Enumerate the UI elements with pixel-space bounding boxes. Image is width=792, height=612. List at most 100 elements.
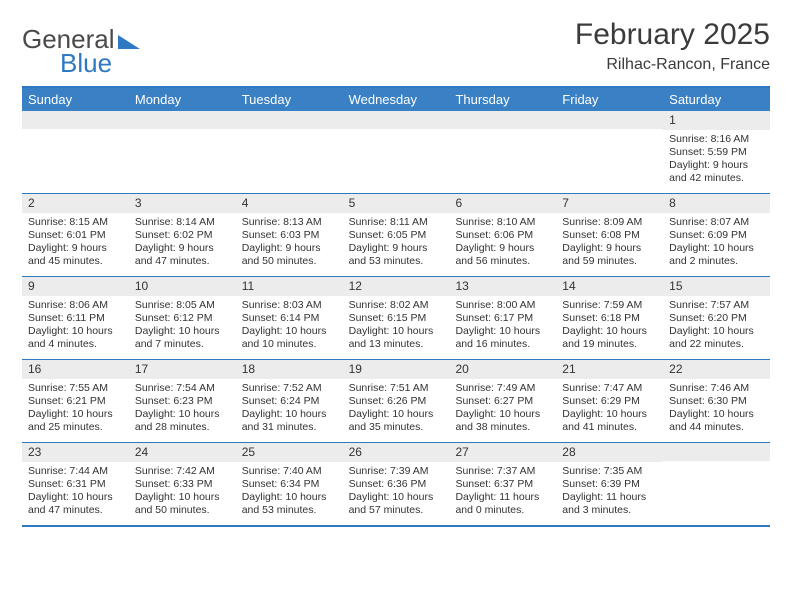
daylight-text: Daylight: 10 hours and 7 minutes. bbox=[135, 325, 230, 351]
sunset-text: Sunset: 6:02 PM bbox=[135, 229, 230, 242]
day-cell: 21Sunrise: 7:47 AMSunset: 6:29 PMDayligh… bbox=[556, 360, 663, 442]
sunset-text: Sunset: 6:29 PM bbox=[562, 395, 657, 408]
header: General February 2025 Rilhac-Rancon, Fra… bbox=[22, 18, 770, 74]
day-number bbox=[343, 111, 450, 129]
daylight-text: Daylight: 11 hours and 3 minutes. bbox=[562, 491, 657, 517]
day-body: Sunrise: 7:52 AMSunset: 6:24 PMDaylight:… bbox=[236, 379, 343, 439]
day-body: Sunrise: 8:16 AMSunset: 5:59 PMDaylight:… bbox=[663, 130, 770, 190]
day-body: Sunrise: 8:03 AMSunset: 6:14 PMDaylight:… bbox=[236, 296, 343, 356]
daylight-text: Daylight: 10 hours and 41 minutes. bbox=[562, 408, 657, 434]
day-number: 18 bbox=[236, 360, 343, 379]
day-cell: 9Sunrise: 8:06 AMSunset: 6:11 PMDaylight… bbox=[22, 277, 129, 359]
sunset-text: Sunset: 6:05 PM bbox=[349, 229, 444, 242]
day-cell: 7Sunrise: 8:09 AMSunset: 6:08 PMDaylight… bbox=[556, 194, 663, 276]
day-cell: 22Sunrise: 7:46 AMSunset: 6:30 PMDayligh… bbox=[663, 360, 770, 442]
day-cell: 11Sunrise: 8:03 AMSunset: 6:14 PMDayligh… bbox=[236, 277, 343, 359]
week-row: 16Sunrise: 7:55 AMSunset: 6:21 PMDayligh… bbox=[22, 360, 770, 443]
day-cell: 16Sunrise: 7:55 AMSunset: 6:21 PMDayligh… bbox=[22, 360, 129, 442]
day-number: 3 bbox=[129, 194, 236, 213]
daylight-text: Daylight: 9 hours and 45 minutes. bbox=[28, 242, 123, 268]
sunrise-text: Sunrise: 7:35 AM bbox=[562, 465, 657, 478]
sunset-text: Sunset: 6:18 PM bbox=[562, 312, 657, 325]
sunset-text: Sunset: 6:26 PM bbox=[349, 395, 444, 408]
day-header: Sunday bbox=[22, 88, 129, 111]
day-cell: 19Sunrise: 7:51 AMSunset: 6:26 PMDayligh… bbox=[343, 360, 450, 442]
day-header: Thursday bbox=[449, 88, 556, 111]
sunset-text: Sunset: 6:09 PM bbox=[669, 229, 764, 242]
day-cell: 25Sunrise: 7:40 AMSunset: 6:34 PMDayligh… bbox=[236, 443, 343, 525]
sunrise-text: Sunrise: 8:16 AM bbox=[669, 133, 764, 146]
day-number: 11 bbox=[236, 277, 343, 296]
day-body: Sunrise: 7:54 AMSunset: 6:23 PMDaylight:… bbox=[129, 379, 236, 439]
day-number bbox=[22, 111, 129, 129]
day-body: Sunrise: 8:02 AMSunset: 6:15 PMDaylight:… bbox=[343, 296, 450, 356]
day-number: 8 bbox=[663, 194, 770, 213]
calendar: SundayMondayTuesdayWednesdayThursdayFrid… bbox=[22, 86, 770, 527]
daylight-text: Daylight: 10 hours and 44 minutes. bbox=[669, 408, 764, 434]
day-header: Saturday bbox=[663, 88, 770, 111]
sunrise-text: Sunrise: 7:51 AM bbox=[349, 382, 444, 395]
sunset-text: Sunset: 6:11 PM bbox=[28, 312, 123, 325]
day-cell: 8Sunrise: 8:07 AMSunset: 6:09 PMDaylight… bbox=[663, 194, 770, 276]
day-cell: 18Sunrise: 7:52 AMSunset: 6:24 PMDayligh… bbox=[236, 360, 343, 442]
day-number: 1 bbox=[663, 111, 770, 130]
sunrise-text: Sunrise: 7:55 AM bbox=[28, 382, 123, 395]
day-header: Friday bbox=[556, 88, 663, 111]
day-number bbox=[556, 111, 663, 129]
day-number: 4 bbox=[236, 194, 343, 213]
day-number: 22 bbox=[663, 360, 770, 379]
sunset-text: Sunset: 6:30 PM bbox=[669, 395, 764, 408]
sunrise-text: Sunrise: 7:57 AM bbox=[669, 299, 764, 312]
sunrise-text: Sunrise: 7:49 AM bbox=[455, 382, 550, 395]
day-number: 10 bbox=[129, 277, 236, 296]
day-cell: 28Sunrise: 7:35 AMSunset: 6:39 PMDayligh… bbox=[556, 443, 663, 525]
day-body: Sunrise: 7:35 AMSunset: 6:39 PMDaylight:… bbox=[556, 462, 663, 522]
daylight-text: Daylight: 10 hours and 50 minutes. bbox=[135, 491, 230, 517]
sunset-text: Sunset: 6:17 PM bbox=[455, 312, 550, 325]
daylight-text: Daylight: 10 hours and 57 minutes. bbox=[349, 491, 444, 517]
day-cell bbox=[129, 111, 236, 193]
daylight-text: Daylight: 10 hours and 4 minutes. bbox=[28, 325, 123, 351]
day-cell: 2Sunrise: 8:15 AMSunset: 6:01 PMDaylight… bbox=[22, 194, 129, 276]
sunset-text: Sunset: 6:01 PM bbox=[28, 229, 123, 242]
day-cell: 27Sunrise: 7:37 AMSunset: 6:37 PMDayligh… bbox=[449, 443, 556, 525]
sunset-text: Sunset: 6:37 PM bbox=[455, 478, 550, 491]
daylight-text: Daylight: 9 hours and 47 minutes. bbox=[135, 242, 230, 268]
daylight-text: Daylight: 9 hours and 59 minutes. bbox=[562, 242, 657, 268]
day-cell bbox=[449, 111, 556, 193]
sunrise-text: Sunrise: 7:40 AM bbox=[242, 465, 337, 478]
sunset-text: Sunset: 5:59 PM bbox=[669, 146, 764, 159]
day-number: 14 bbox=[556, 277, 663, 296]
sunrise-text: Sunrise: 8:14 AM bbox=[135, 216, 230, 229]
day-body: Sunrise: 7:40 AMSunset: 6:34 PMDaylight:… bbox=[236, 462, 343, 522]
day-body: Sunrise: 8:13 AMSunset: 6:03 PMDaylight:… bbox=[236, 213, 343, 273]
day-cell: 10Sunrise: 8:05 AMSunset: 6:12 PMDayligh… bbox=[129, 277, 236, 359]
day-body: Sunrise: 7:44 AMSunset: 6:31 PMDaylight:… bbox=[22, 462, 129, 522]
day-body: Sunrise: 8:00 AMSunset: 6:17 PMDaylight:… bbox=[449, 296, 556, 356]
day-number: 20 bbox=[449, 360, 556, 379]
sunset-text: Sunset: 6:24 PM bbox=[242, 395, 337, 408]
day-number bbox=[236, 111, 343, 129]
sunrise-text: Sunrise: 7:59 AM bbox=[562, 299, 657, 312]
sunset-text: Sunset: 6:36 PM bbox=[349, 478, 444, 491]
daylight-text: Daylight: 10 hours and 22 minutes. bbox=[669, 325, 764, 351]
day-body: Sunrise: 8:10 AMSunset: 6:06 PMDaylight:… bbox=[449, 213, 556, 273]
daylight-text: Daylight: 9 hours and 50 minutes. bbox=[242, 242, 337, 268]
day-cell bbox=[556, 111, 663, 193]
sunset-text: Sunset: 6:06 PM bbox=[455, 229, 550, 242]
day-number: 5 bbox=[343, 194, 450, 213]
sunrise-text: Sunrise: 8:09 AM bbox=[562, 216, 657, 229]
day-cell: 6Sunrise: 8:10 AMSunset: 6:06 PMDaylight… bbox=[449, 194, 556, 276]
sunset-text: Sunset: 6:12 PM bbox=[135, 312, 230, 325]
sunrise-text: Sunrise: 7:39 AM bbox=[349, 465, 444, 478]
day-header-row: SundayMondayTuesdayWednesdayThursdayFrid… bbox=[22, 88, 770, 111]
day-body: Sunrise: 7:39 AMSunset: 6:36 PMDaylight:… bbox=[343, 462, 450, 522]
day-cell: 4Sunrise: 8:13 AMSunset: 6:03 PMDaylight… bbox=[236, 194, 343, 276]
day-body: Sunrise: 8:15 AMSunset: 6:01 PMDaylight:… bbox=[22, 213, 129, 273]
day-cell: 5Sunrise: 8:11 AMSunset: 6:05 PMDaylight… bbox=[343, 194, 450, 276]
title-block: February 2025 Rilhac-Rancon, France bbox=[575, 18, 770, 74]
sunrise-text: Sunrise: 8:11 AM bbox=[349, 216, 444, 229]
sunrise-text: Sunrise: 8:06 AM bbox=[28, 299, 123, 312]
day-body: Sunrise: 7:46 AMSunset: 6:30 PMDaylight:… bbox=[663, 379, 770, 439]
sunset-text: Sunset: 6:31 PM bbox=[28, 478, 123, 491]
